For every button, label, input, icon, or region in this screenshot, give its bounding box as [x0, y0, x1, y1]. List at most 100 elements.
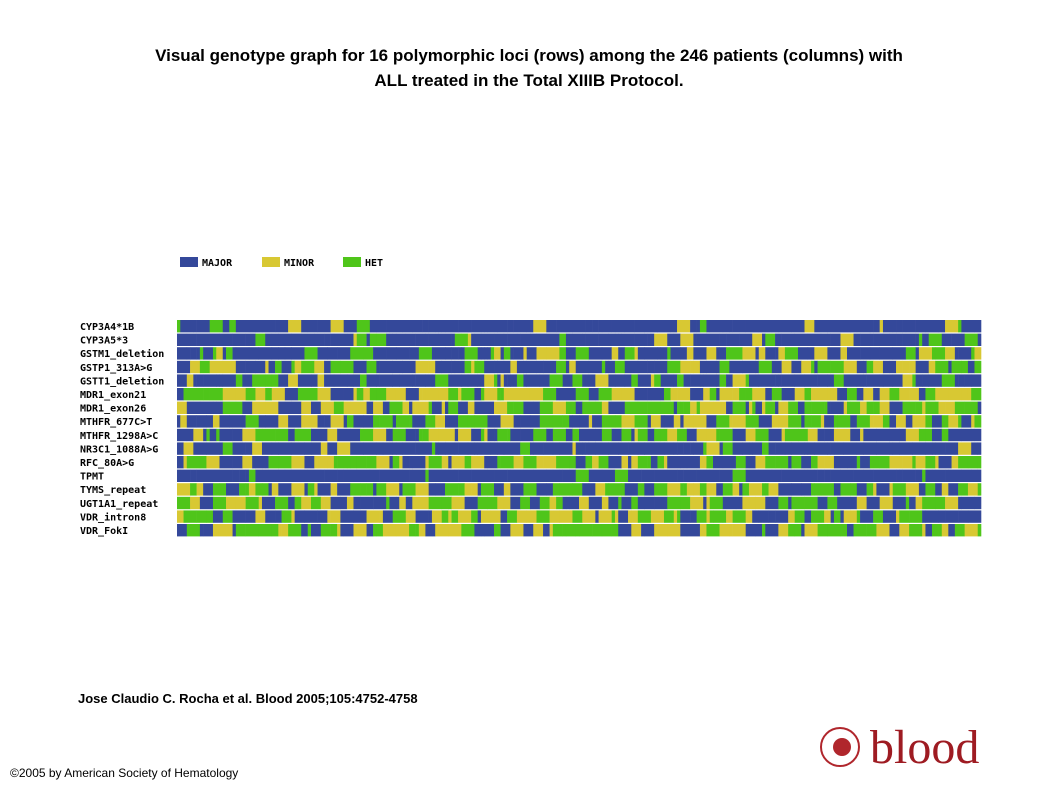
- genotype-cell: [317, 347, 328, 360]
- genotype-cell: [847, 401, 851, 414]
- genotype-cell: [899, 469, 903, 482]
- genotype-cell: [177, 347, 188, 360]
- genotype-cell: [431, 374, 436, 387]
- genotype-cell: [896, 320, 903, 333]
- genotype-cell: [673, 442, 678, 455]
- genotype-cell: [278, 333, 292, 346]
- genotype-cell: [824, 510, 828, 523]
- genotype-cell: [686, 428, 697, 442]
- genotype-cell: [820, 415, 825, 428]
- heatmap: [177, 320, 982, 537]
- genotype-cell: [856, 320, 871, 333]
- genotype-cell: [869, 347, 880, 360]
- genotype-cell: [196, 374, 204, 387]
- genotype-cell: [337, 456, 348, 469]
- genotype-cell: [503, 483, 511, 496]
- genotype-cell: [405, 496, 413, 510]
- genotype-cell: [693, 415, 707, 428]
- genotype-cell: [765, 483, 769, 496]
- genotype-cell: [948, 428, 962, 442]
- genotype-cell: [680, 456, 688, 469]
- genotype-cell: [386, 428, 390, 442]
- genotype-cell: [533, 401, 541, 414]
- genotype-cell: [412, 456, 426, 469]
- genotype-cell: [647, 333, 652, 346]
- genotype-cell: [487, 469, 495, 482]
- genotype-cell: [366, 374, 377, 387]
- genotype-cell: [755, 524, 763, 537]
- genotype-cell: [497, 456, 501, 469]
- genotype-cell: [245, 483, 250, 496]
- genotype-cell: [758, 347, 766, 360]
- genotype-cell: [304, 469, 309, 482]
- genotype-cell: [690, 360, 694, 374]
- genotype-cell: [909, 360, 916, 374]
- genotype-cell: [654, 483, 668, 496]
- genotype-cell: [458, 428, 472, 442]
- genotype-cell: [706, 333, 720, 346]
- genotype-cell: [261, 428, 276, 442]
- genotype-cell: [229, 415, 243, 428]
- genotype-cell: [807, 428, 818, 442]
- genotype-cell: [278, 524, 282, 537]
- genotype-cell: [964, 333, 979, 346]
- genotype-cell: [683, 469, 697, 482]
- genotype-cell: [386, 496, 390, 510]
- genotype-cell: [278, 374, 286, 387]
- genotype-cell: [490, 510, 501, 523]
- genotype-cell: [487, 320, 498, 333]
- genotype-cell: [415, 374, 426, 387]
- genotype-cell: [588, 347, 603, 360]
- genotype-cell: [699, 401, 714, 414]
- genotype-cell: [556, 496, 563, 510]
- genotype-cell: [471, 360, 475, 374]
- genotype-cell: [758, 374, 773, 387]
- genotype-cell: [337, 347, 351, 360]
- genotype-cell: [216, 428, 220, 442]
- genotype-cell: [873, 360, 884, 374]
- genotype-cell: [448, 496, 452, 510]
- genotype-cell: [572, 483, 583, 496]
- genotype-cell: [337, 442, 351, 455]
- genotype-cell: [513, 320, 528, 333]
- genotype-cell: [500, 510, 508, 523]
- genotype-cell: [500, 374, 505, 387]
- genotype-cell: [775, 374, 779, 387]
- genotype-cell: [363, 388, 371, 401]
- genotype-cell: [340, 496, 348, 510]
- genotype-cell: [735, 388, 740, 401]
- genotype-cell: [758, 510, 769, 523]
- genotype-cell: [549, 496, 557, 510]
- genotype-cell: [833, 442, 845, 455]
- genotype-cell: [624, 374, 632, 387]
- genotype-cell: [791, 483, 802, 496]
- genotype-cell: [699, 524, 707, 537]
- genotype-cell: [480, 510, 492, 523]
- genotype-cell: [193, 320, 197, 333]
- genotype-cell: [330, 360, 341, 374]
- genotype-cell: [177, 428, 188, 442]
- genotype-cell: [673, 510, 678, 523]
- genotype-cell: [284, 401, 292, 414]
- genotype-cell: [297, 496, 302, 510]
- genotype-cell: [830, 510, 835, 523]
- genotype-cell: [631, 456, 639, 469]
- genotype-cell: [271, 442, 279, 455]
- genotype-cell: [284, 347, 292, 360]
- genotype-cell: [951, 333, 956, 346]
- genotype-cell: [647, 360, 655, 374]
- genotype-cell: [726, 347, 730, 360]
- genotype-cell: [824, 456, 835, 469]
- genotype-cell: [882, 374, 894, 387]
- genotype-cell: [696, 428, 707, 442]
- genotype-cell: [732, 428, 746, 442]
- genotype-cell: [873, 401, 880, 414]
- genotype-cell: [369, 388, 377, 401]
- genotype-cell: [739, 333, 753, 346]
- genotype-cell: [860, 401, 867, 414]
- genotype-cell: [386, 347, 397, 360]
- genotype-cell: [206, 428, 210, 442]
- genotype-cell: [222, 510, 233, 523]
- genotype-cell: [415, 333, 426, 346]
- genotype-cell: [346, 496, 351, 510]
